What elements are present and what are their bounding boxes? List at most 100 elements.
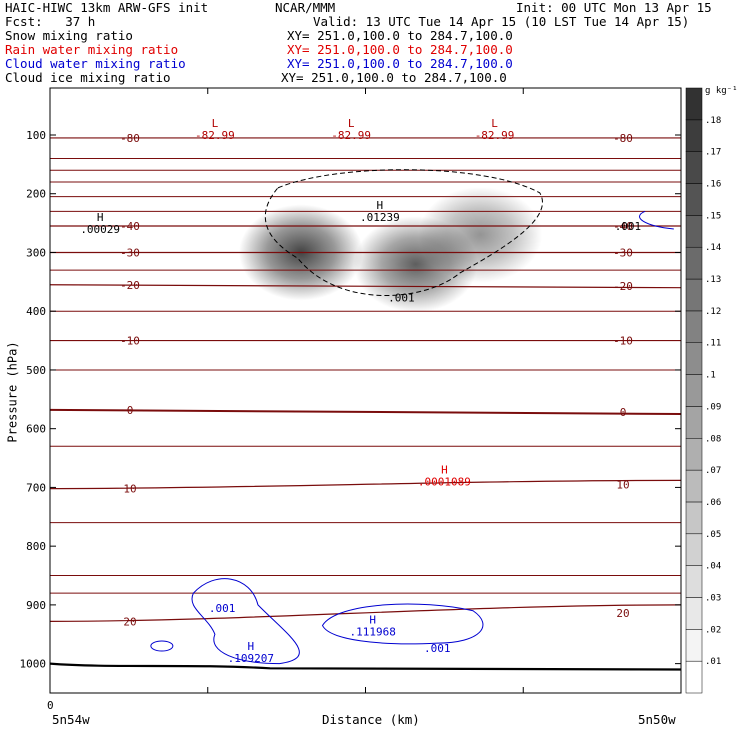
extremum-type-label: H	[97, 211, 104, 224]
temperature-contour-label: -10	[613, 335, 633, 348]
extremum-type-label: L	[348, 117, 355, 130]
y-tick-label: 200	[26, 188, 46, 201]
extremum-type-label: H	[441, 464, 448, 477]
colorbar-tick-label: .01	[705, 657, 721, 667]
terrain-surface-line	[50, 662, 681, 671]
cloud-water-contour	[191, 578, 300, 665]
header-init: Init: 00 UTC Mon 13 Apr 15	[516, 0, 712, 15]
colorbar-tick-label: .14	[705, 243, 721, 253]
contour-value-label: .001	[424, 642, 451, 655]
colorbar-swatch	[685, 374, 703, 407]
colorbar-swatch	[685, 246, 703, 280]
colorbar-tick-label: .13	[705, 275, 721, 285]
y-tick-label: 700	[26, 481, 46, 494]
temperature-contour-label: -20	[613, 280, 633, 293]
extremum-type-label: H	[247, 640, 254, 653]
temperature-contour-line	[50, 284, 681, 289]
temperature-contour-label: -40	[120, 220, 140, 233]
colorbar-tick-label: .06	[705, 498, 721, 508]
temperature-contour-label: -30	[613, 246, 633, 259]
colorbar-tick-label: .15	[705, 211, 721, 221]
field-snow-name: Snow mixing ratio	[5, 28, 133, 43]
field-snow-xy: XY= 251.0,100.0 to 284.7,100.0	[287, 28, 513, 43]
y-tick-label: 800	[26, 540, 46, 553]
temperature-contour-label: -80	[120, 132, 140, 145]
header-model: HAIC-HIWC 13km ARW-GFS init	[5, 0, 209, 15]
colorbar-swatch	[685, 533, 703, 566]
colorbar-swatch	[685, 119, 703, 152]
temperature-contour-label: 20	[123, 615, 136, 628]
colorbar-tick-label: .09	[705, 402, 721, 412]
temperature-contour-label: -10	[120, 335, 140, 348]
header-org: NCAR/MMM	[275, 0, 336, 15]
extremum-value-label: .111968	[349, 625, 395, 638]
field-cloudice-name: Cloud ice mixing ratio	[5, 70, 171, 85]
snow-blob-2	[418, 186, 543, 283]
extremum-value-label: .109207	[228, 652, 274, 665]
colorbar-swatch	[685, 406, 703, 439]
field-rain-name: Rain water mixing ratio	[5, 42, 179, 57]
plot-frame	[49, 87, 682, 694]
colorbar-tick-label: .1	[705, 371, 716, 381]
field-rain-xy: XY= 251.0,100.0 to 284.7,100.0	[287, 42, 513, 57]
contour-value-label: .001	[209, 602, 236, 615]
temperature-contour-label: 10	[616, 478, 629, 491]
temperature-contour-label: 20	[616, 607, 629, 620]
cloud-ice-contour	[264, 169, 543, 297]
temperature-contour-line	[50, 604, 681, 622]
y-tick-label: 100	[26, 129, 46, 142]
contour-value-label: .001	[615, 220, 642, 233]
y-tick-label: 500	[26, 364, 46, 377]
extremum-type-label: L	[491, 117, 498, 130]
field-cloudice-xy: XY= 251.0,100.0 to 284.7,100.0	[281, 70, 507, 85]
colorbar-tick-label: .12	[705, 307, 721, 317]
temperature-contour-line	[50, 479, 681, 490]
y-tick-label: 400	[26, 305, 46, 318]
colorbar-tick-label: .07	[705, 466, 721, 476]
colorbar-tick-label: .05	[705, 530, 721, 540]
colorbar-swatch	[685, 278, 703, 312]
extremum-type-label: L	[212, 117, 219, 130]
temperature-contour-label: -80	[613, 132, 633, 145]
colorbar-swatch	[685, 565, 703, 598]
extremum-value-label: .0001089	[418, 476, 471, 489]
temperature-contour-label: 0	[620, 406, 627, 419]
x-right-label: 5n50w	[638, 712, 676, 727]
colorbar-tick-label: .08	[705, 434, 721, 444]
cloud-water-contour-small	[639, 210, 674, 230]
cloud-water-contour	[150, 640, 174, 652]
y-axis-title: Pressure (hPa)	[5, 341, 20, 443]
colorbar-swatch	[685, 501, 703, 535]
temperature-contour-line	[50, 408, 681, 415]
temperature-contour-label: -40	[613, 220, 633, 233]
colorbar-swatch	[685, 438, 703, 471]
colorbar-swatch	[685, 183, 703, 216]
extremum-value-label: -82.99	[331, 129, 371, 142]
temperature-contour-label: 10	[123, 483, 136, 496]
x-left-label: 5n54w	[52, 712, 90, 727]
colorbar-unit: g kg⁻¹	[705, 86, 738, 96]
colorbar-swatch	[685, 151, 703, 184]
header-fcst: Fcst: 37 h	[5, 14, 96, 29]
extremum-value-label: .00029	[80, 223, 120, 236]
extremum-type-label: H	[369, 613, 376, 626]
temperature-contour-label: -20	[120, 279, 140, 292]
colorbar-tick-label: .18	[705, 116, 721, 126]
extremum-value-label: -82.99	[475, 129, 515, 142]
y-tick-label: 600	[26, 423, 46, 436]
colorbar-tick-label: .11	[705, 339, 721, 349]
colorbar-swatch	[685, 310, 703, 343]
extremum-type-label: H	[377, 199, 384, 212]
y-tick-label: 300	[26, 246, 46, 259]
colorbar-swatch	[685, 597, 703, 630]
colorbar-tick-label: .04	[705, 562, 721, 572]
cloud-water-contour	[321, 603, 484, 645]
extremum-value-label: .01239	[360, 211, 400, 224]
field-cloudwater-xy: XY= 251.0,100.0 to 284.7,100.0	[287, 56, 513, 71]
header-valid: Valid: 13 UTC Tue 14 Apr 15 (10 LST Tue …	[313, 14, 690, 29]
colorbar-tick-label: .17	[705, 148, 721, 158]
colorbar-swatch	[685, 342, 703, 375]
colorbar-swatch	[685, 469, 703, 503]
colorbar-tick-label: .02	[705, 625, 721, 635]
